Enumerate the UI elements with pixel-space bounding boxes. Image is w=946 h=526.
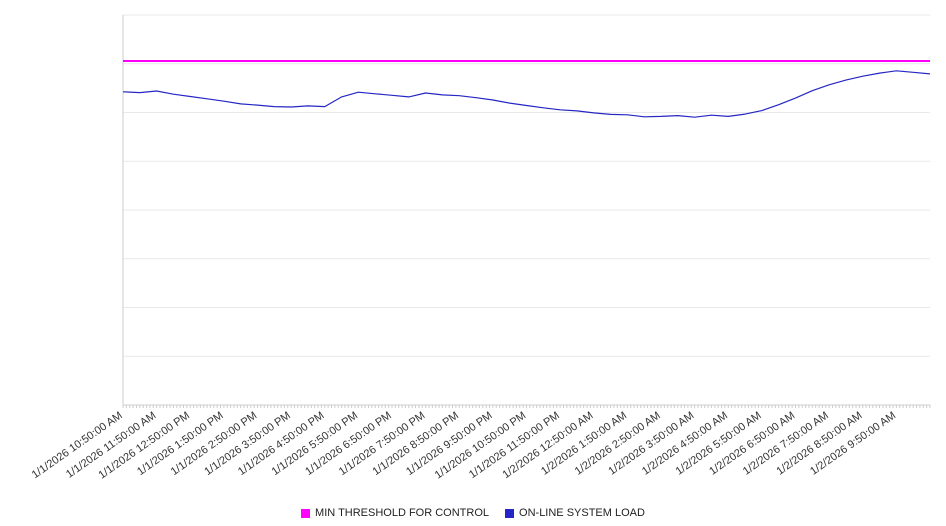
legend-item-system-load[interactable]: ON-LINE SYSTEM LOAD bbox=[505, 507, 645, 519]
legend-label-threshold: MIN THRESHOLD FOR CONTROL bbox=[315, 507, 490, 519]
legend-label-system-load: ON-LINE SYSTEM LOAD bbox=[519, 507, 645, 519]
chart-plot-area: 1/1/2026 10:50:00 AM1/1/2026 11:50:00 AM… bbox=[30, 14, 931, 482]
system-load-swatch bbox=[505, 508, 515, 518]
threshold-swatch bbox=[301, 508, 311, 518]
x-axis-ticks bbox=[122, 405, 931, 408]
chart-legend: MIN THRESHOLD FOR CONTROL ON-LINE SYSTEM… bbox=[0, 507, 946, 519]
legend-item-min-threshold[interactable]: MIN THRESHOLD FOR CONTROL bbox=[301, 507, 489, 519]
system-load-line bbox=[122, 70, 931, 118]
